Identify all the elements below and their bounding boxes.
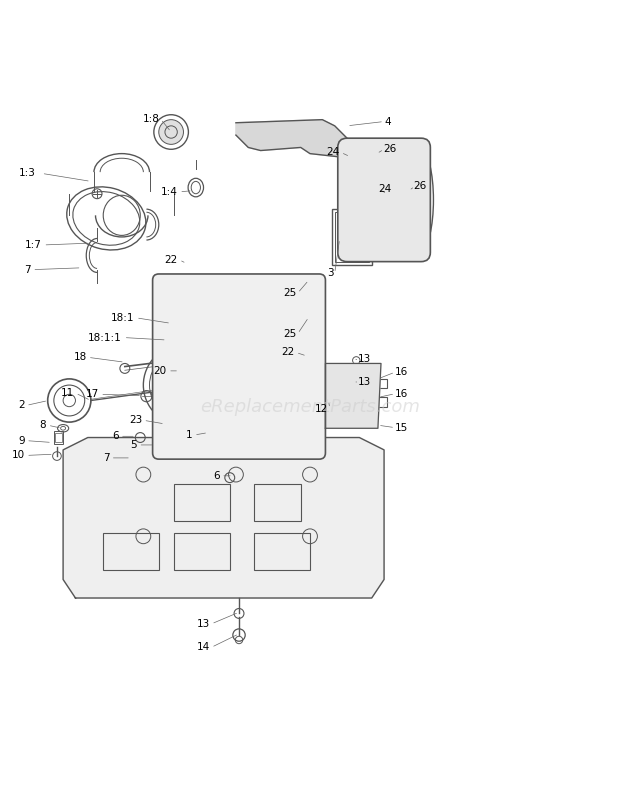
Bar: [332, 209, 372, 264]
Bar: [54, 432, 63, 444]
Text: 1:3: 1:3: [19, 168, 36, 179]
Text: 9: 9: [18, 436, 25, 445]
Text: 26: 26: [383, 144, 396, 155]
Bar: [215, 314, 270, 339]
FancyBboxPatch shape: [338, 139, 430, 262]
Text: 2: 2: [18, 400, 25, 410]
Text: 3: 3: [327, 268, 334, 279]
Text: 10: 10: [12, 450, 25, 461]
Bar: [104, 533, 159, 570]
Text: 12: 12: [315, 404, 329, 413]
Polygon shape: [236, 119, 347, 157]
Text: 13: 13: [358, 353, 371, 364]
Bar: [162, 369, 180, 400]
Text: 18:1: 18:1: [110, 313, 134, 323]
Bar: [254, 533, 310, 570]
Text: 1:7: 1:7: [25, 240, 42, 250]
Text: 22: 22: [281, 348, 294, 357]
Text: eReplacementParts.com: eReplacementParts.com: [200, 397, 420, 416]
Bar: [221, 336, 264, 348]
Bar: [335, 212, 369, 262]
Text: 7: 7: [24, 264, 31, 275]
Bar: [174, 533, 230, 570]
Text: 22: 22: [164, 255, 177, 265]
Text: 25: 25: [283, 288, 296, 298]
Text: 24: 24: [326, 147, 340, 157]
Text: 23: 23: [129, 415, 142, 425]
Text: 14: 14: [197, 642, 210, 652]
Bar: [254, 484, 301, 521]
Circle shape: [159, 119, 184, 144]
Text: 18:1:1: 18:1:1: [88, 332, 122, 343]
Text: 1:8: 1:8: [143, 114, 159, 124]
Text: 8: 8: [39, 421, 46, 430]
Text: 7: 7: [103, 453, 109, 463]
Bar: [369, 397, 387, 407]
Text: 6: 6: [112, 431, 118, 441]
Text: 5: 5: [131, 440, 137, 450]
Text: 13: 13: [197, 619, 210, 629]
Bar: [369, 379, 387, 388]
Text: 15: 15: [395, 423, 409, 433]
Text: 16: 16: [395, 367, 409, 377]
Bar: [55, 433, 62, 442]
Text: 20: 20: [154, 366, 167, 376]
Text: 24: 24: [378, 184, 391, 195]
Text: 6: 6: [213, 471, 220, 481]
Polygon shape: [326, 364, 381, 429]
Text: 11: 11: [61, 388, 74, 398]
Text: 4: 4: [384, 116, 391, 127]
Text: 16: 16: [395, 388, 409, 399]
Text: 17: 17: [86, 389, 99, 400]
Bar: [267, 317, 310, 391]
Bar: [174, 484, 230, 521]
FancyBboxPatch shape: [153, 274, 326, 459]
Text: 25: 25: [283, 329, 296, 339]
Text: 26: 26: [414, 181, 427, 191]
Polygon shape: [63, 437, 384, 598]
Text: 1:4: 1:4: [161, 187, 177, 197]
Bar: [273, 332, 304, 382]
Text: 18: 18: [73, 352, 87, 362]
Text: 13: 13: [358, 377, 371, 387]
Text: 1: 1: [186, 430, 193, 440]
